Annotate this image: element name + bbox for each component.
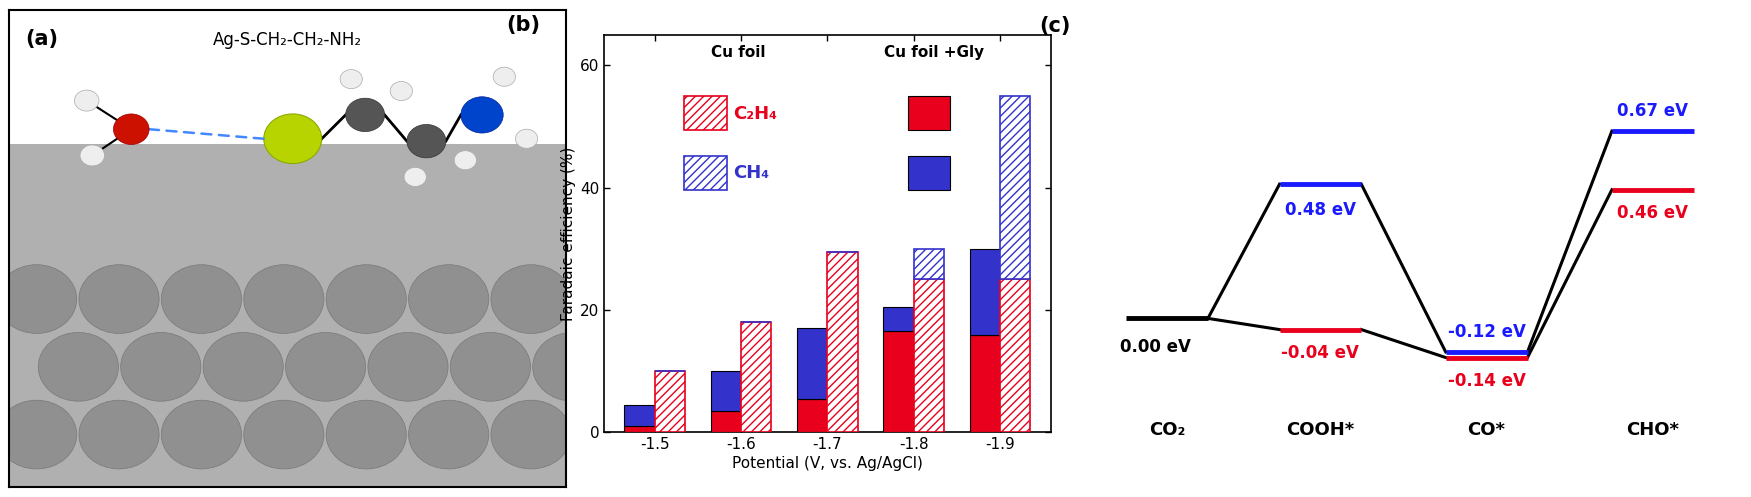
- Circle shape: [404, 167, 427, 186]
- Text: (a): (a): [26, 29, 58, 49]
- Circle shape: [461, 97, 503, 133]
- Circle shape: [203, 332, 284, 401]
- Text: C₂H₄: C₂H₄: [734, 104, 777, 123]
- Circle shape: [454, 151, 476, 170]
- Text: CHO*: CHO*: [1627, 420, 1679, 438]
- Circle shape: [340, 70, 362, 88]
- Y-axis label: Faradaic efficiency (%): Faradaic efficiency (%): [560, 147, 576, 321]
- Circle shape: [326, 265, 406, 333]
- Text: Cu foil +Gly: Cu foil +Gly: [884, 45, 984, 60]
- X-axis label: Potential (V, vs. Ag/AgCl): Potential (V, vs. Ag/AgCl): [732, 456, 923, 472]
- Bar: [884, 307, 914, 331]
- Bar: [9, 144, 566, 487]
- Bar: [797, 399, 826, 432]
- Bar: [711, 371, 741, 411]
- FancyBboxPatch shape: [685, 96, 727, 130]
- Circle shape: [285, 332, 366, 401]
- Circle shape: [81, 145, 105, 166]
- FancyBboxPatch shape: [907, 96, 951, 130]
- Circle shape: [515, 129, 538, 148]
- Circle shape: [0, 265, 77, 333]
- Circle shape: [0, 400, 77, 469]
- Text: CO₂: CO₂: [1149, 420, 1185, 438]
- Bar: [970, 334, 1000, 432]
- Circle shape: [75, 90, 100, 111]
- Circle shape: [494, 67, 515, 86]
- Text: 0.46 eV: 0.46 eV: [1618, 204, 1688, 222]
- Circle shape: [121, 332, 201, 401]
- Circle shape: [114, 114, 149, 145]
- Text: 0.48 eV: 0.48 eV: [1285, 201, 1355, 219]
- FancyBboxPatch shape: [907, 156, 951, 190]
- Circle shape: [326, 400, 406, 469]
- Bar: [797, 329, 826, 399]
- Circle shape: [161, 400, 242, 469]
- Text: Cu foil: Cu foil: [711, 45, 765, 60]
- Circle shape: [264, 114, 322, 164]
- Bar: [9, 10, 566, 144]
- Circle shape: [243, 400, 324, 469]
- Circle shape: [39, 332, 119, 401]
- Bar: [655, 371, 685, 432]
- Bar: [914, 249, 944, 279]
- Text: COOH*: COOH*: [1287, 420, 1355, 438]
- Bar: [625, 405, 655, 426]
- Bar: [914, 279, 944, 432]
- Circle shape: [406, 124, 447, 158]
- Circle shape: [79, 265, 159, 333]
- Circle shape: [79, 400, 159, 469]
- Bar: [1000, 279, 1030, 432]
- Bar: [711, 411, 741, 432]
- Text: Ag-S-CH₂-CH₂-NH₂: Ag-S-CH₂-CH₂-NH₂: [212, 31, 362, 49]
- FancyBboxPatch shape: [685, 156, 727, 190]
- Bar: [884, 331, 914, 432]
- Bar: [826, 252, 858, 432]
- Text: -0.04 eV: -0.04 eV: [1282, 343, 1359, 361]
- Text: (b): (b): [506, 15, 539, 35]
- Circle shape: [408, 265, 489, 333]
- Circle shape: [490, 265, 571, 333]
- Text: 0.67 eV: 0.67 eV: [1618, 102, 1688, 120]
- Circle shape: [368, 332, 448, 401]
- Text: 0.00 eV: 0.00 eV: [1119, 338, 1191, 356]
- Circle shape: [532, 332, 613, 401]
- Text: CH₄: CH₄: [734, 164, 770, 182]
- Text: -0.12 eV: -0.12 eV: [1448, 323, 1525, 341]
- Text: CO*: CO*: [1467, 420, 1506, 438]
- Text: (c): (c): [1040, 16, 1070, 36]
- Bar: [1000, 96, 1030, 279]
- Text: -0.14 eV: -0.14 eV: [1448, 371, 1525, 390]
- Circle shape: [345, 98, 385, 132]
- Circle shape: [408, 400, 489, 469]
- Circle shape: [243, 265, 324, 333]
- Bar: [625, 426, 655, 432]
- Circle shape: [490, 400, 571, 469]
- Circle shape: [390, 82, 413, 100]
- Circle shape: [450, 332, 531, 401]
- Circle shape: [161, 265, 242, 333]
- Bar: [970, 249, 1000, 334]
- Bar: [741, 322, 770, 432]
